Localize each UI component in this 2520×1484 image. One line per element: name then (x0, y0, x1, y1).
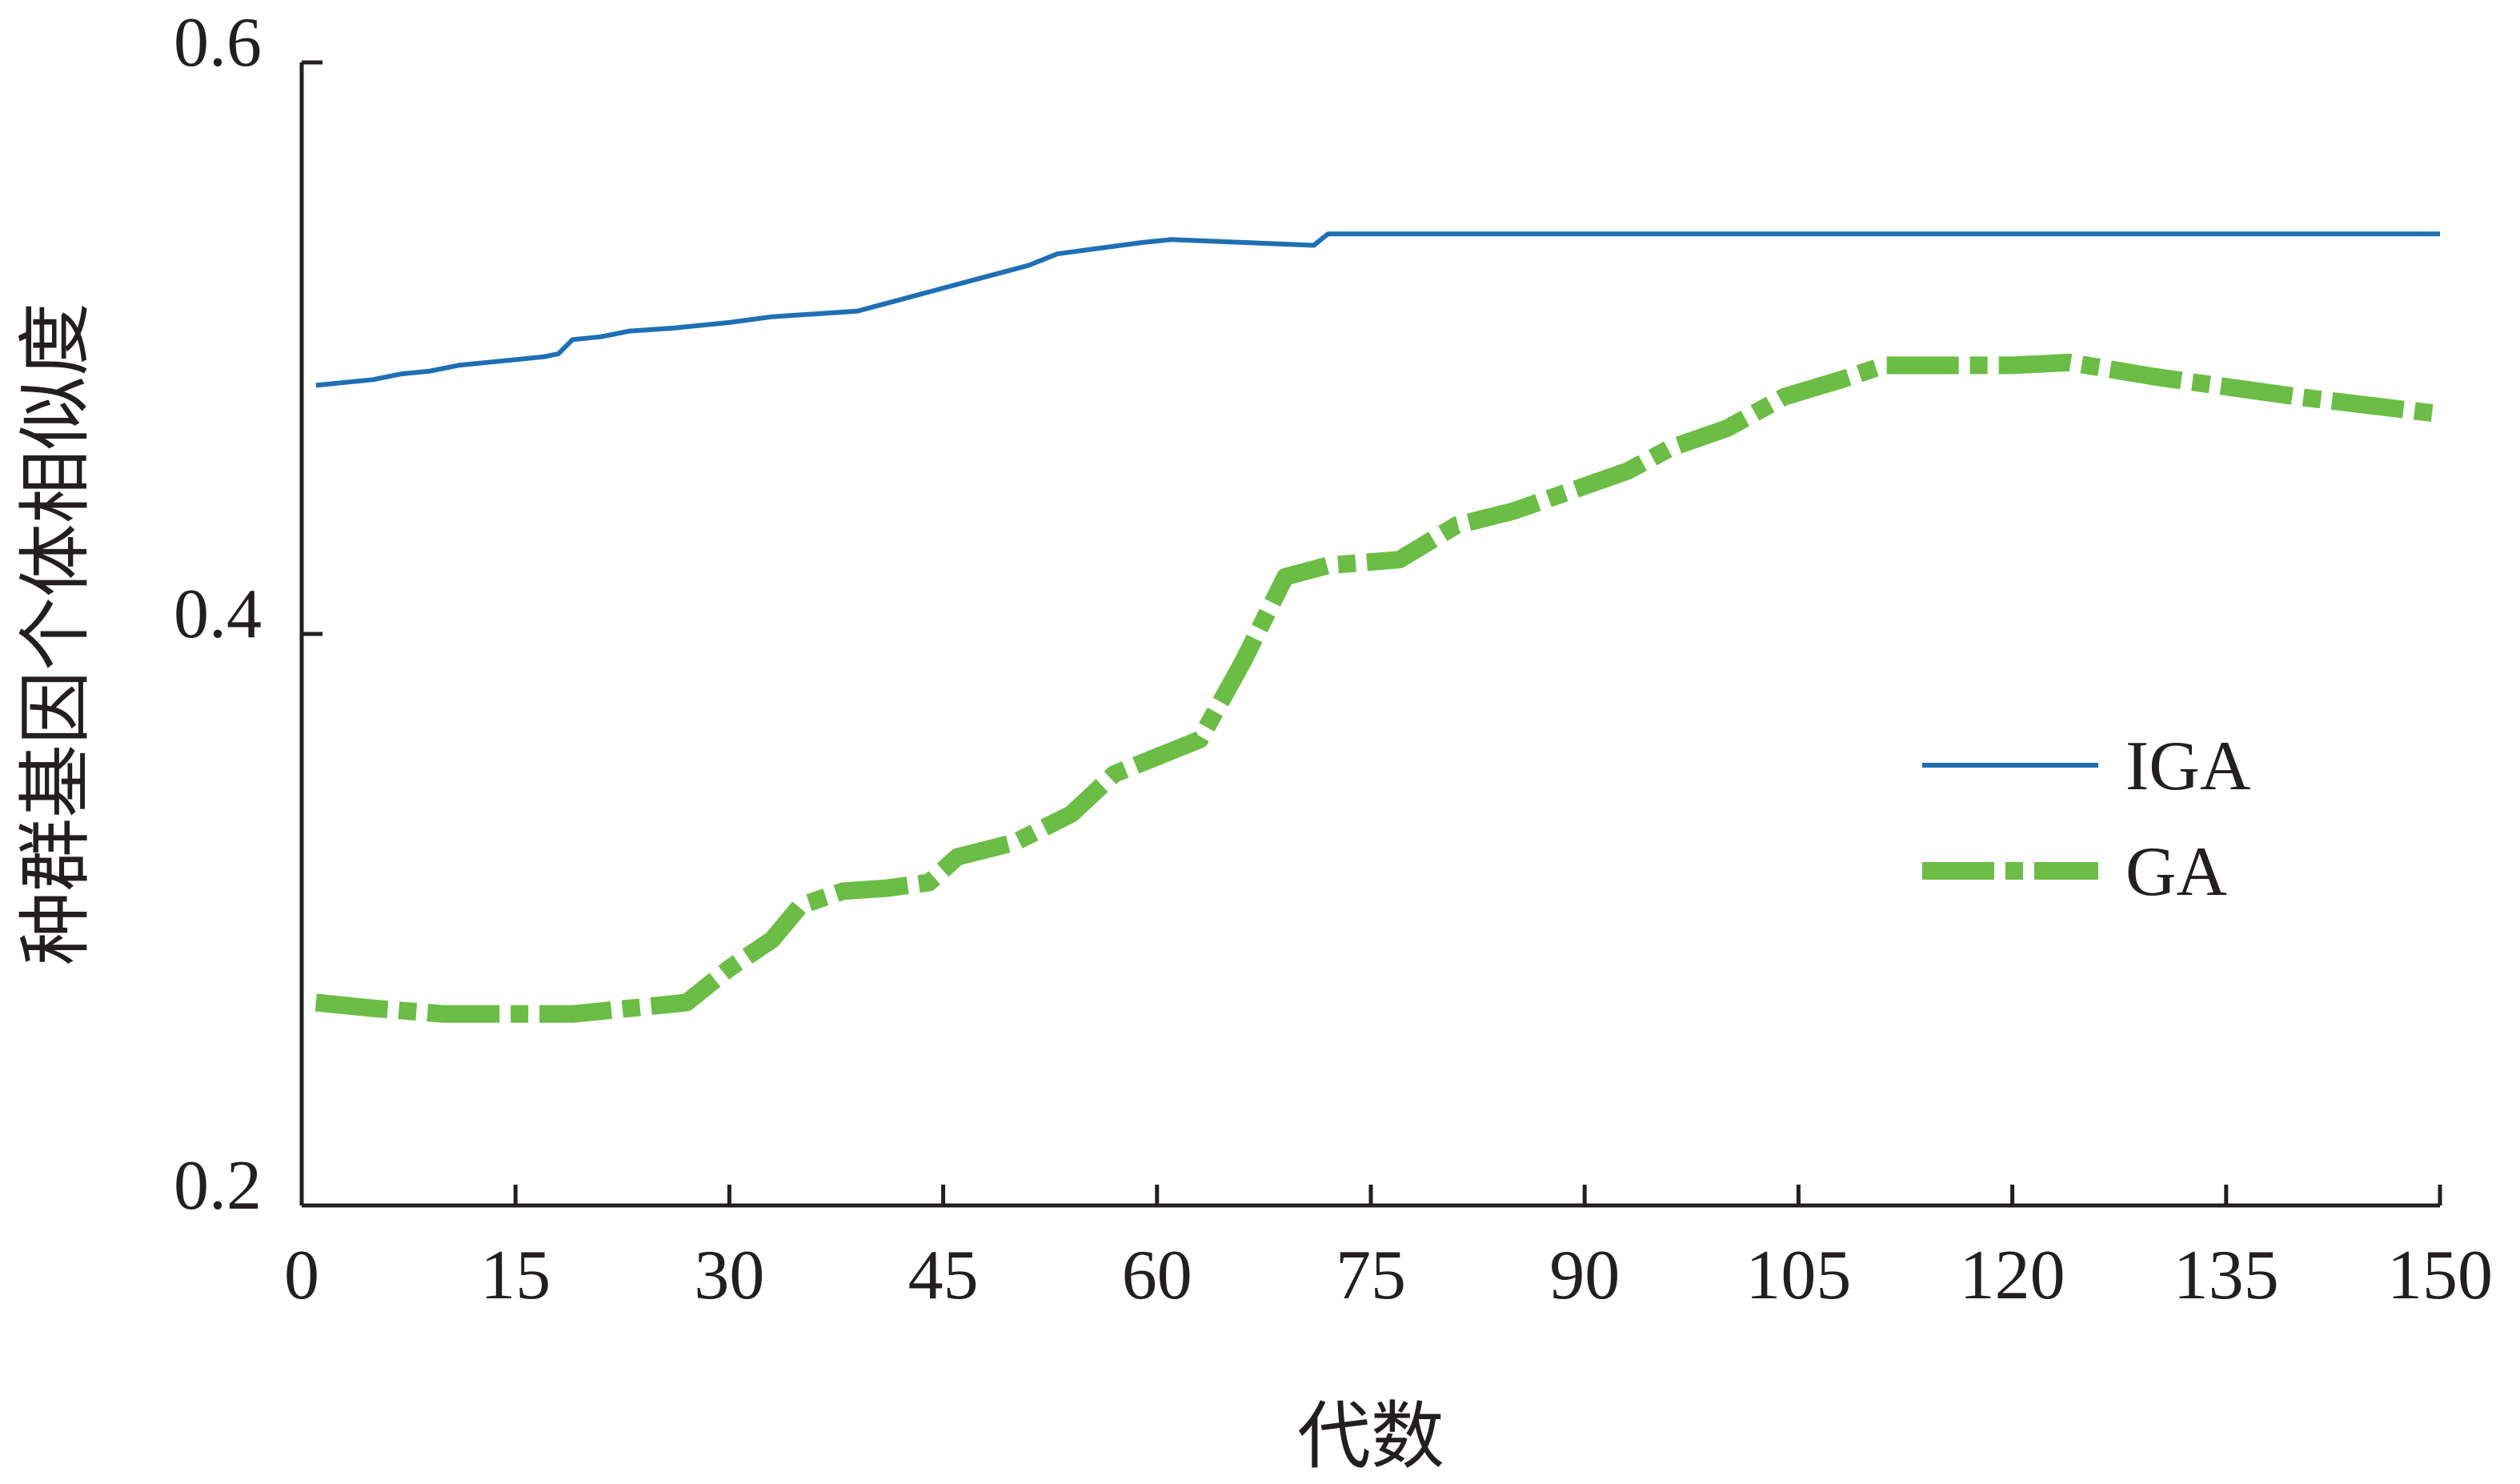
legend: IGA GA (1922, 728, 2250, 911)
y-axis-title: 种群基因个体相似度 (15, 303, 97, 965)
x-tick-label: 45 (908, 1237, 979, 1314)
x-axis-title: 代数 (1297, 1396, 1444, 1478)
y-tick-label: 0.2 (174, 1147, 262, 1225)
x-tick-label: 135 (2173, 1237, 2279, 1314)
series-layer (314, 231, 2442, 1023)
x-tick-label: 15 (480, 1237, 551, 1314)
y-tick-label: 0.6 (174, 4, 262, 82)
x-tick-label: 75 (1336, 1237, 1406, 1314)
y-tick-label: 0.4 (174, 576, 262, 653)
x-tick-label: 150 (2387, 1237, 2493, 1314)
legend-label-iga: IGA (2125, 728, 2250, 805)
x-tick-label: 90 (1549, 1237, 1620, 1314)
x-tick-label: 0 (284, 1237, 319, 1314)
x-tick-label: 120 (1960, 1237, 2065, 1314)
series-line-iga (315, 231, 2440, 388)
legend-label-ga: GA (2125, 833, 2227, 911)
axis-ticks: 0 15 30 45 60 75 90 105 120 135 150 0.2 0.4 0.6 (174, 4, 2493, 1314)
x-tick-label: 30 (694, 1237, 764, 1314)
x-tick-label: 60 (1122, 1237, 1192, 1314)
x-tick-label: 105 (1745, 1237, 1851, 1314)
series-line-ga (314, 353, 2442, 1023)
